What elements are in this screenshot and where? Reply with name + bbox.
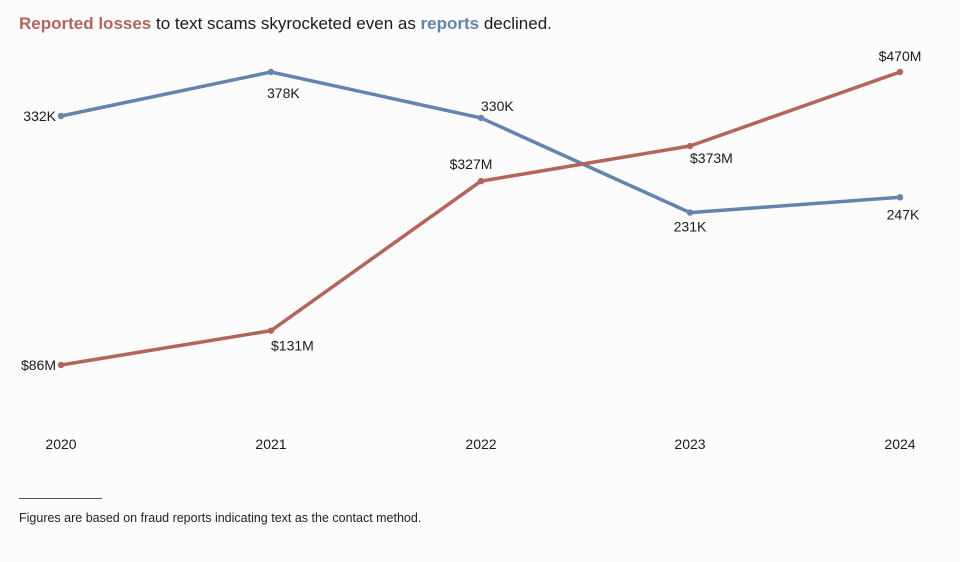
data-point-reports	[267, 68, 275, 76]
data-label-reports: 330K	[481, 98, 514, 114]
data-point-losses	[896, 68, 904, 76]
chart-title: Reported losses to text scams skyrockete…	[19, 14, 552, 34]
data-point-reports	[896, 194, 904, 201]
footnote-divider	[19, 498, 102, 499]
data-point-losses	[57, 361, 65, 369]
series-line-reports	[59, 70, 902, 215]
x-tick-label: 2020	[45, 436, 76, 452]
data-label-reports: 332K	[23, 108, 56, 124]
x-tick-label: 2023	[674, 436, 705, 452]
data-label-losses: $327M	[450, 156, 493, 172]
data-label-reports: 378K	[267, 85, 300, 101]
data-label-losses: $86M	[21, 357, 56, 373]
title-losses-term: Reported losses	[19, 14, 152, 33]
data-label-reports: 247K	[887, 206, 920, 222]
footnote: Figures are based on fraud reports indic…	[19, 511, 422, 525]
data-point-reports	[57, 112, 65, 120]
data-point-reports	[686, 209, 694, 216]
x-tick-label: 2021	[255, 436, 286, 452]
data-point-reports	[477, 114, 485, 122]
line-chart: 332K 378K 330K 231K 247K $86M $131M $327M $373M $…	[21, 48, 922, 452]
x-tick-label: 2022	[465, 436, 496, 452]
title-reports-term: reports	[420, 14, 480, 33]
title-text-1: to text scams skyrocketed even as	[151, 14, 421, 33]
data-point-losses	[267, 327, 275, 334]
title-text-2: declined.	[479, 14, 552, 33]
data-label-losses: $131M	[271, 338, 314, 354]
data-point-losses	[477, 177, 485, 185]
data-label-losses: $373M	[690, 150, 733, 166]
data-point-losses	[686, 142, 694, 150]
data-label-losses: $470M	[879, 48, 922, 64]
data-label-reports: 231K	[674, 219, 707, 235]
x-tick-label: 2024	[884, 436, 915, 452]
